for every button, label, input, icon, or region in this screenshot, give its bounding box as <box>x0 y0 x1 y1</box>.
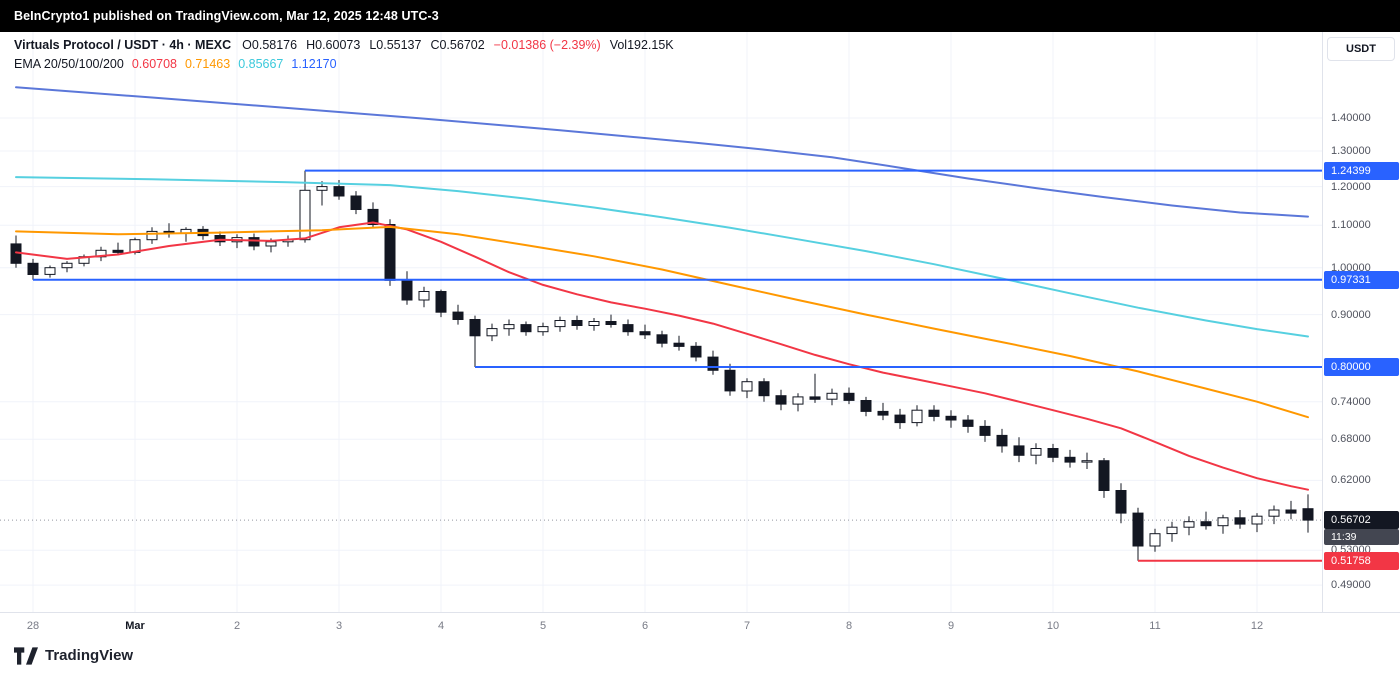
current-price-badge: 0.56702 <box>1324 511 1399 530</box>
currency-button[interactable]: USDT <box>1327 37 1395 61</box>
tradingview-logo-icon <box>14 646 38 665</box>
footer: TradingView <box>0 638 1400 673</box>
time-tick-label: 5 <box>539 620 547 632</box>
time-tick-label: Mar <box>125 620 145 632</box>
price-tick-label: 1.40000 <box>1331 112 1371 124</box>
time-tick-label: 9 <box>947 620 955 632</box>
tradingview-logo[interactable]: TradingView <box>14 646 134 665</box>
symbol-header: Virtuals Protocol / USDT · 4h · MEXC O0.… <box>14 38 674 71</box>
price-tick-label: 1.20000 <box>1331 180 1371 193</box>
header-change: −0.01386 (−2.39%) <box>493 38 601 52</box>
time-tick-label: 8 <box>845 620 853 632</box>
tradingview-logo-text: TradingView <box>45 647 134 664</box>
time-tick-label: 7 <box>743 620 751 632</box>
symbol-title[interactable]: Virtuals Protocol / USDT · 4h · MEXC <box>14 38 232 52</box>
price-chart-canvas <box>0 32 1322 612</box>
ema-value-100: 0.85667 <box>238 57 284 71</box>
attribution-text: BeInCrypto1 published on TradingView.com… <box>14 9 439 23</box>
ohlc-open: O0.58176 <box>242 38 298 52</box>
ohlc-low: L0.55137 <box>369 38 422 52</box>
ohlc-close: C0.56702 <box>430 38 485 52</box>
ema-value-20: 0.60708 <box>131 57 177 71</box>
chart-pane[interactable] <box>0 32 1322 612</box>
ema-label: EMA 20/50/100/200 <box>14 57 124 71</box>
time-tick-label: 11 <box>1149 620 1161 632</box>
price-axis[interactable]: 1.40000 1.30000 1.20000 1.10000 1.00000 0.900… <box>1322 32 1400 612</box>
price-level-badge: 0.51758 <box>1324 551 1399 570</box>
ema-value-200: 1.12170 <box>291 57 337 71</box>
symbol-info-row: Virtuals Protocol / USDT · 4h · MEXC O0.… <box>14 38 674 52</box>
candle-countdown-badge: 11:39 <box>1324 529 1399 546</box>
price-level-badge: 0.80000 <box>1324 357 1399 376</box>
time-axis[interactable]: 28 Mar 2 3 4 5 6 7 8 9 10 11 12 <box>0 612 1400 638</box>
ema-value-50: 0.71463 <box>185 57 231 71</box>
time-tick-label: 28 <box>26 620 40 632</box>
time-tick-label: 3 <box>335 620 343 632</box>
time-tick-label: 2 <box>233 620 241 632</box>
price-level-badge: 1.24399 <box>1324 161 1399 180</box>
attribution-bar: BeInCrypto1 published on TradingView.com… <box>0 0 1400 32</box>
price-tick-label: 0.90000 <box>1331 308 1371 321</box>
price-tick-label: 0.62000 <box>1331 474 1371 487</box>
price-tick-label: 0.74000 <box>1331 395 1371 408</box>
time-tick-label: 6 <box>641 620 649 632</box>
ohlc-high: H0.60073 <box>306 38 361 52</box>
header-volume: Vol192.15K <box>609 38 674 52</box>
price-tick-label: 0.49000 <box>1331 579 1371 592</box>
time-tick-label: 10 <box>1046 620 1060 632</box>
ema-legend[interactable]: EMA 20/50/100/200 0.60708 0.71463 0.8566… <box>14 57 674 71</box>
price-tick-label: 1.00000 <box>1331 261 1371 274</box>
time-tick-label: 4 <box>437 620 445 632</box>
price-tick-label: 1.30000 <box>1331 144 1371 157</box>
price-level-badge: 0.97331 <box>1324 270 1399 289</box>
price-tick-label: 1.10000 <box>1331 219 1371 232</box>
price-tick-label: 0.68000 <box>1331 433 1371 446</box>
time-tick-label: 12 <box>1250 620 1264 632</box>
